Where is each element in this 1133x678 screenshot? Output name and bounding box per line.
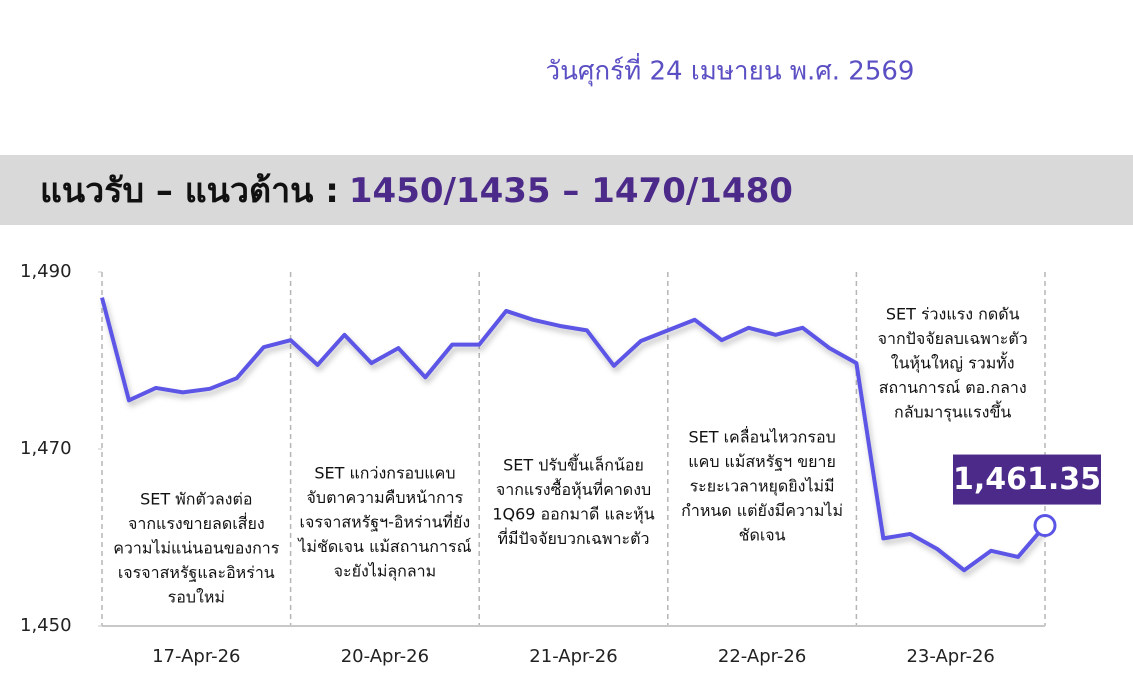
y-tick-label: 1,450 <box>20 615 72 636</box>
last-point <box>1033 514 1057 538</box>
date: วันศุกร์ที่ 24 เมษายน พ.ศ. 2569 <box>546 53 915 87</box>
x-tick-label: 23-Apr-26 <box>906 646 994 667</box>
header-band <box>0 155 1133 225</box>
x-tick-label: 20-Apr-26 <box>341 646 429 667</box>
annotation: กำหนด แต่ยังมีความไม่ <box>681 501 843 520</box>
annotation: SET แกว่งกรอบแคบ <box>314 464 455 483</box>
price-line <box>100 297 1047 573</box>
annotation: จากแรงขายลดเสี่ยง <box>128 512 265 533</box>
levels-label: แนวรับ – แนวต้าน : <box>40 171 339 211</box>
value-label-box <box>953 454 1101 505</box>
annotation: ระยะเวลาหยุดยิงไม่มี <box>690 477 835 497</box>
annotation: จากแรงซื้อหุ้นที่คาดงบ <box>496 478 651 500</box>
annotation: ไม่ชัดเจน แม้สถานการณ์ <box>296 537 471 556</box>
annotation: SET ร่วงแรง กดดัน <box>886 305 1020 324</box>
y-tick-label: 1,470 <box>20 438 72 459</box>
annotation: จะยังไม่ลุกลาม <box>334 562 437 582</box>
annotation: แคบ แม้สหรัฐฯ ขยาย <box>688 452 836 471</box>
annotation: จับตาความคืบหน้าการ <box>307 488 464 507</box>
annotation: จากปัจจัยลบเฉพาะตัว <box>878 329 1028 348</box>
annotation: ที่มีปัจจัยบวกเฉพาะตัว <box>497 527 649 548</box>
annotation: ในหุ้นใหญ่ รวมทั้ง <box>891 352 1015 374</box>
x-tick-label: 22-Apr-26 <box>718 646 806 667</box>
annotation: 1Q69 ออกมาดี และหุ้น <box>492 505 654 525</box>
annotation: ความไม่แน่นอนของการ <box>113 539 280 558</box>
annotation: SET พักตัวลงต่อ <box>140 490 252 509</box>
annotation: เจรจาสหรัฐและอิหร่าน <box>118 563 275 582</box>
y-tick-label: 1,490 <box>20 261 72 282</box>
x-tick-label: 17-Apr-26 <box>152 646 240 667</box>
value-label: 1,461.35 <box>953 462 1101 497</box>
x-tick-label: 21-Apr-26 <box>529 646 617 667</box>
annotation: กลับมารุนแรงขึ้น <box>894 401 1011 423</box>
levels-values: 1450/1435 – 1470/1480 <box>349 171 793 211</box>
plot: 1,450 1,470 1,490 17-Apr-26 20-Apr-26 21-Apr-… <box>20 261 1101 667</box>
annotation: สถานการณ์ ตอ.กลาง <box>879 378 1027 397</box>
levels-heading: แนวรับ – แนวต้าน :1450/1435 – 1470/1480 <box>40 171 793 211</box>
annotation: SET ปรับขึ้นเล็กน้อย <box>503 454 644 475</box>
annotation: SET เคลื่อนไหวกรอบ <box>688 426 835 447</box>
annotation: ชัดเจน <box>739 526 786 545</box>
annotation: รอบใหม่ <box>168 588 225 607</box>
annotation: เจรจาสหรัฐฯ-อิหร่านที่ยัง <box>300 511 471 532</box>
